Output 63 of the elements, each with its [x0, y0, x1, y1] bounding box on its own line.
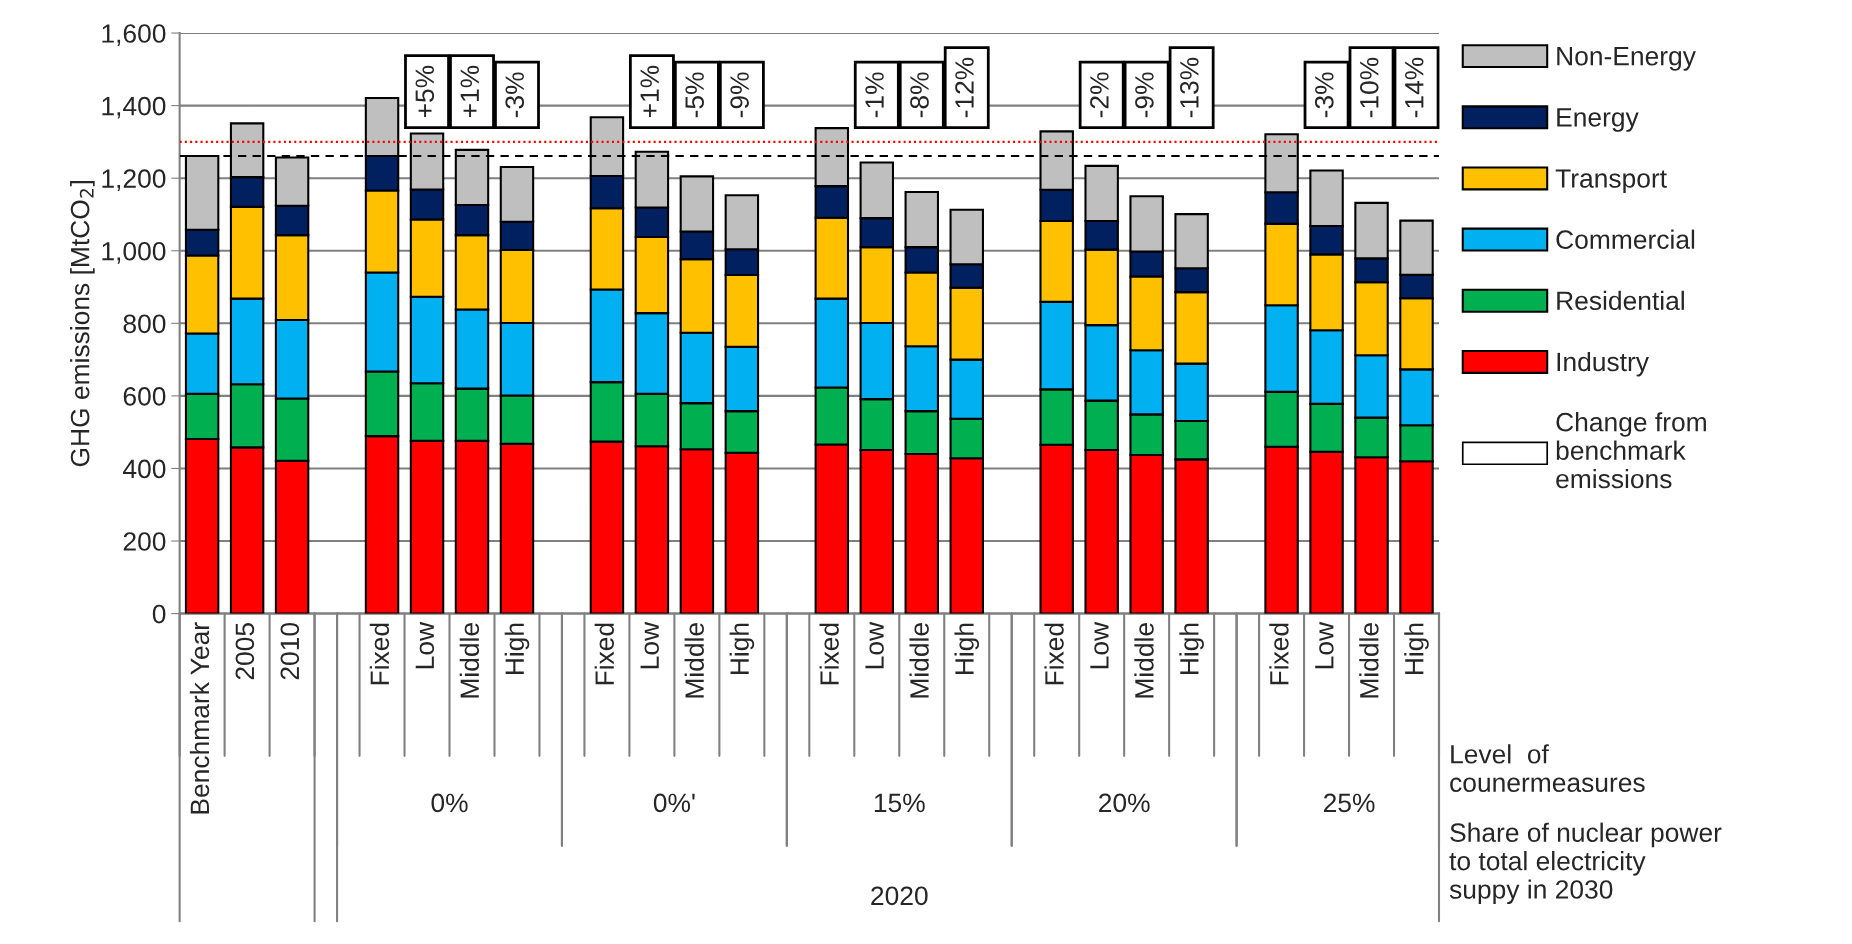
annotation: -5% — [685, 72, 704, 118]
y-axis-title: GHG emissions [MtCO$_{2}$] — [70, 181, 95, 467]
text: 20% — [1099, 793, 1150, 813]
y-tick-label: 1,400 — [102, 96, 166, 119]
x-tick-label: Fixed — [1269, 623, 1289, 685]
x-tick-label: High — [504, 623, 530, 675]
text: 0% — [431, 793, 468, 813]
y-tick-label: 1,200 — [102, 169, 166, 192]
text: 15% — [874, 793, 925, 813]
x-tick-label: Benchmark Year — [189, 622, 210, 814]
x-tick-label: 2010 — [280, 622, 300, 680]
annotation: -13% — [1180, 57, 1199, 118]
legend-label: Transport — [1555, 169, 1667, 194]
text: 2020 — [871, 886, 928, 906]
legend-label: Industry — [1557, 351, 1649, 377]
y-tick-label: 1,000 — [102, 241, 166, 264]
x-tick-label: Fixed — [594, 623, 615, 685]
y-tick-label: 400 — [123, 459, 166, 479]
annotation: -9% — [730, 72, 749, 118]
x-tick-label: 2005 — [235, 623, 255, 680]
text: 25% — [1323, 793, 1375, 813]
legend-label: Residential — [1557, 290, 1684, 311]
legend-label: Energy — [1557, 108, 1639, 132]
annotation: -3% — [1314, 72, 1334, 118]
x-tick-label: Middle — [1359, 623, 1379, 698]
x-tick-label: Middle — [684, 623, 704, 698]
y-tick-label: 200 — [123, 532, 166, 551]
y-tick-label: 600 — [123, 387, 166, 406]
x-tick-label: Low — [865, 621, 884, 669]
x-tick-label: Middle — [1134, 623, 1154, 698]
annotation: -8% — [910, 72, 929, 118]
annotation: -3% — [505, 72, 525, 118]
legend-label: Commercial — [1556, 229, 1695, 249]
annotation: -1% — [865, 72, 884, 118]
annotation: -9% — [1135, 72, 1154, 118]
x-tick-label: Low — [1090, 621, 1109, 669]
x-tick-label: High — [729, 623, 755, 675]
x-tick-label: Low — [1315, 621, 1334, 669]
annotation: +1% — [640, 65, 659, 118]
x-tick-label: Fixed — [1044, 623, 1064, 685]
y-tick-label: 800 — [123, 314, 166, 334]
annotation: -10% — [1359, 57, 1379, 118]
x-tick-label: Middle — [459, 623, 480, 698]
text: 0%' — [653, 793, 695, 813]
x-tick-label: High — [1179, 623, 1204, 675]
x-tick-label: High — [1404, 623, 1429, 675]
text: Change from benchmark emissions — [1556, 412, 1706, 489]
annotation: +5% — [415, 65, 435, 118]
annotation: -14% — [1405, 57, 1424, 118]
annotation: -12% — [955, 57, 974, 118]
legend-label: Non-Energy — [1557, 47, 1696, 71]
x-tick-label: Fixed — [369, 623, 390, 685]
annotation: +1% — [460, 65, 479, 118]
y-tick-label: 1,600 — [102, 24, 166, 46]
y-tick-label: 0 — [152, 604, 166, 624]
x-tick-label: Low — [640, 621, 659, 669]
x-tick-label: Low — [415, 621, 435, 669]
x-tick-label: Middle — [909, 623, 929, 698]
text: Level of counermeasures — [1450, 744, 1645, 793]
x-tick-label: Fixed — [819, 623, 839, 685]
x-tick-label: High — [954, 623, 980, 675]
text: Share of nuclear power to total electricity suppy in 2030 — [1449, 822, 1722, 905]
annotation: -2% — [1090, 72, 1109, 118]
